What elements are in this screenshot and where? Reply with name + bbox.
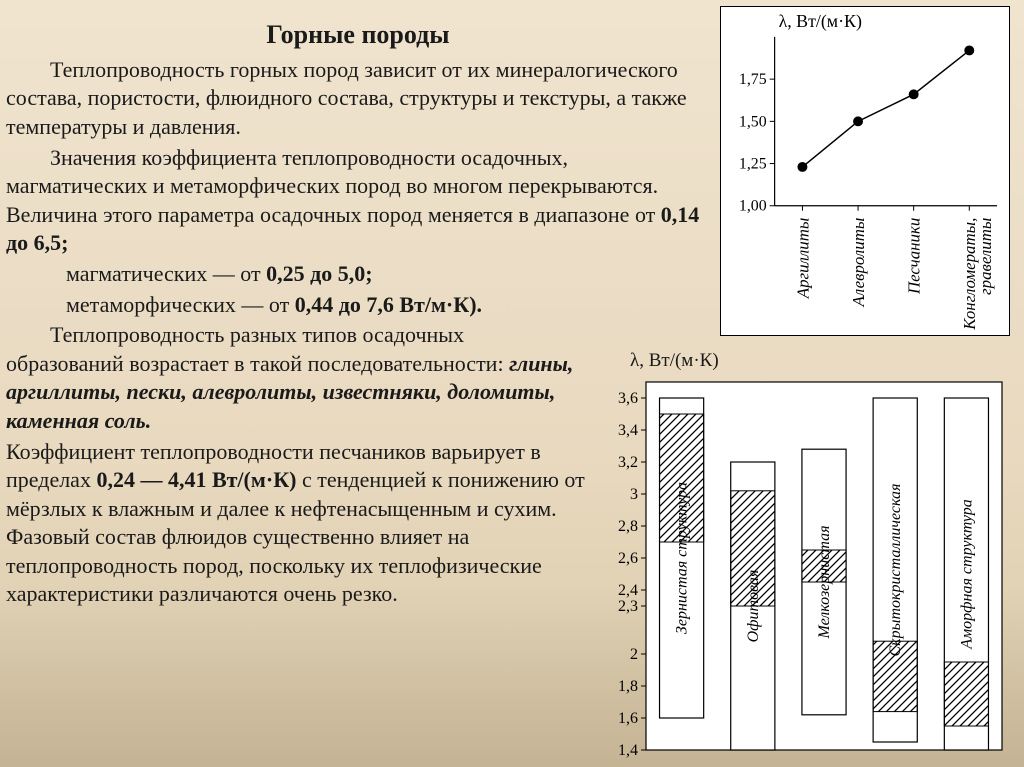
scatter-chart: λ, Вт/(м·К) 1,00 1,25 1,50 1,75 Аргиллиты Алев…	[720, 6, 1010, 336]
svg-text:2: 2	[630, 646, 638, 663]
svg-text:Аргиллиты: Аргиллиты	[793, 218, 812, 300]
svg-text:2,6: 2,6	[618, 550, 638, 567]
chart2-ylabel: λ, Вт/(м·К)	[630, 350, 1010, 372]
p3-range: 0,25 до 5,0;	[266, 261, 372, 286]
p2-text: Значения коэффициента теплопроводности о…	[6, 145, 661, 227]
paragraph-5: Теплопроводность разных типов осадочных …	[6, 321, 586, 435]
svg-text:Зернистая структура: Зернистая структура	[674, 482, 691, 634]
svg-text:Офитовая: Офитовая	[745, 570, 762, 643]
page-title: Горные породы	[6, 18, 710, 52]
svg-text:1,4: 1,4	[618, 742, 638, 758]
svg-text:2,4: 2,4	[618, 582, 638, 599]
svg-text:Мелкозернистая: Мелкозернистая	[816, 525, 833, 639]
svg-text:Аморфная структура: Аморфная структура	[958, 499, 975, 650]
paragraph-6: Коэффициент теплопроводности песчаников …	[6, 438, 586, 610]
svg-text:3,6: 3,6	[618, 390, 638, 407]
range-bar-chart: λ, Вт/(м·К) 1,4 1,6 1,8 2 2,32,4 2,6 2,8 3 3,2 3,…	[600, 350, 1010, 760]
p3-text: магматических — от	[66, 261, 266, 286]
range-bar-svg: 1,4 1,6 1,8 2 2,32,4 2,6 2,8 3 3,2 3,4 3,6 Зерниста…	[600, 374, 1010, 758]
svg-text:3,4: 3,4	[618, 422, 638, 439]
svg-text:гравелиты: гравелиты	[976, 218, 995, 295]
svg-text:1,75: 1,75	[739, 71, 767, 88]
paragraph-1: Теплопроводность горных пород зависит от…	[6, 56, 710, 142]
svg-text:λ, Вт/(м·К): λ, Вт/(м·К)	[779, 11, 862, 32]
svg-text:1,00: 1,00	[739, 198, 767, 215]
svg-text:Скрытокристаллическая: Скрытокристаллическая	[887, 484, 904, 657]
svg-text:3: 3	[630, 486, 638, 503]
paragraph-4: метаморфических — от 0,44 до 7,6 Вт/м·К)…	[6, 291, 710, 320]
svg-text:3,2: 3,2	[618, 454, 638, 471]
paragraph-2: Значения коэффициента теплопроводности о…	[6, 144, 710, 258]
p6-range: 0,24 — 4,41 Вт/(м·К)	[96, 467, 296, 492]
p5-text: Теплопроводность разных типов осадочных …	[6, 322, 509, 376]
svg-text:1,6: 1,6	[618, 710, 638, 727]
p4-range: 0,44 до 7,6 Вт/м·К).	[295, 292, 482, 317]
svg-text:1,50: 1,50	[739, 113, 767, 130]
svg-text:2,3: 2,3	[618, 598, 638, 615]
paragraph-3: магматических — от 0,25 до 5,0;	[6, 260, 710, 289]
svg-text:Алевролиты: Алевролиты	[849, 218, 868, 308]
p4-text: метаморфических — от	[66, 292, 295, 317]
scatter-svg: λ, Вт/(м·К) 1,00 1,25 1,50 1,75 Аргиллиты Алев…	[721, 7, 1009, 335]
svg-text:1,25: 1,25	[739, 156, 767, 173]
svg-text:1,8: 1,8	[618, 678, 638, 695]
svg-text:2,8: 2,8	[618, 518, 638, 535]
svg-text:Песчаники: Песчаники	[905, 218, 924, 295]
